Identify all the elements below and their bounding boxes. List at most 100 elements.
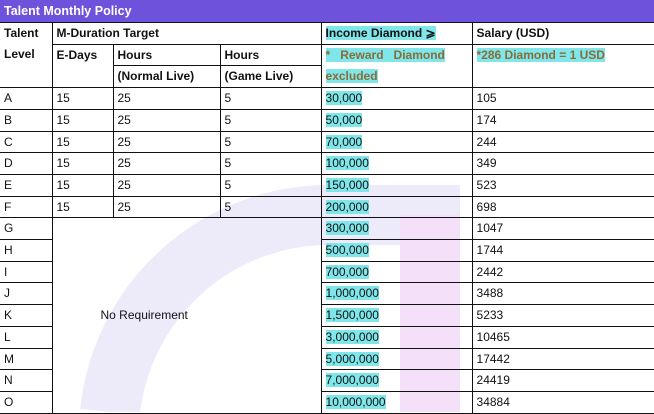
income-value: 150,000 (325, 177, 369, 192)
header-income-note-2: excluded (320, 65, 473, 89)
cell-salary: 10465 (471, 325, 654, 349)
table-row: A 15 25 5 30,000 105 (0, 87, 654, 110)
cell-level: H (0, 239, 53, 262)
cell-level: B (0, 108, 53, 132)
income-value: 5,000,000 (325, 351, 379, 366)
cell-hours-normal: 25 (112, 152, 221, 175)
cell-level: K (0, 304, 53, 327)
table-row: G No Requirement 300,000 1047 (0, 217, 654, 414)
header-row-2: Level E-Days Hours Hours * Reward Diamon… (0, 43, 654, 67)
cell-level: N (0, 369, 53, 392)
cell-level: O (0, 390, 53, 414)
cell-level: A (0, 87, 53, 110)
income-value: 500,000 (325, 243, 369, 258)
cell-level: J (0, 282, 53, 306)
table-row: N 7,000,000 24419 (0, 369, 654, 392)
cell-e-days: 15 (51, 195, 114, 219)
table-row: D 15 25 5 100,000 349 (0, 152, 654, 175)
header-hours-game-sub: (Game Live) (219, 65, 322, 89)
cell-income: 100,000 (320, 152, 473, 175)
header-m-duration: M-Duration Target (51, 22, 322, 45)
income-value: 100,000 (325, 156, 369, 171)
header-income: Income Diamond ⩾ (320, 22, 473, 45)
header-income-text: Income Diamond ⩾ (325, 26, 436, 40)
header-row-1: Talent M-Duration Target Income Diamond … (0, 22, 654, 45)
cell-salary: 34884 (471, 390, 654, 414)
cell-income: 1,000,000 (320, 282, 473, 306)
cell-level: M (0, 347, 53, 371)
cell-e-days: 15 (51, 87, 114, 110)
cell-salary: 2442 (471, 260, 654, 284)
cell-income: 3,000,000 (320, 325, 473, 349)
cell-salary: 17442 (471, 347, 654, 371)
cell-income: 700,000 (320, 260, 473, 284)
cell-salary: 174 (471, 108, 654, 132)
cell-hours-normal: 25 (112, 87, 221, 110)
cell-salary: 698 (471, 195, 654, 219)
income-value: 30,000 (325, 91, 363, 106)
cell-hours-game: 5 (219, 152, 322, 175)
cell-e-days: 15 (51, 108, 114, 132)
cell-hours-game: 5 (219, 108, 322, 132)
header-salary-cont (471, 65, 654, 89)
cell-level: D (0, 152, 53, 175)
table-row: M 5,000,000 17442 (0, 347, 654, 371)
talent-policy-table: Talent M-Duration Target Income Diamond … (0, 22, 654, 414)
income-value: 50,000 (325, 112, 363, 127)
cell-salary: 3488 (471, 282, 654, 306)
cell-e-days: 15 (51, 173, 114, 197)
header-income-note: * Reward Diamond (320, 43, 473, 66)
header-level: Level (0, 44, 53, 66)
cell-level: I (0, 260, 53, 284)
table-row: F 15 25 5 200,000 698 (0, 195, 654, 219)
income-note-text-2: excluded (325, 68, 378, 83)
cell-salary: 349 (471, 152, 654, 175)
cell-income: 150,000 (320, 173, 473, 197)
income-value: 300,000 (325, 221, 369, 236)
cell-hours-normal: 25 (112, 173, 221, 197)
cell-hours-game: 5 (219, 87, 322, 110)
income-value: 7,000,000 (325, 373, 379, 388)
cell-income: 5,000,000 (320, 347, 473, 371)
table-row: J 1,000,000 3488 (0, 282, 654, 306)
header-salary-note: *286 Diamond = 1 USD (471, 43, 654, 66)
cell-salary: 105 (471, 87, 654, 110)
header-hours-normal-sub: (Normal Live) (112, 65, 221, 89)
income-value: 700,000 (325, 264, 369, 279)
cell-level: C (0, 130, 53, 154)
cell-hours-game: 5 (219, 173, 322, 197)
income-value: 3,000,000 (325, 329, 379, 344)
cell-level: E (0, 173, 53, 197)
header-talent: Talent (0, 22, 53, 45)
table-row: L 3,000,000 10465 (0, 325, 654, 349)
table-row: E 15 25 5 150,000 523 (0, 173, 654, 197)
cell-hours-normal: 25 (112, 108, 221, 132)
cell-salary: 24419 (471, 369, 654, 392)
income-value: 70,000 (325, 134, 363, 149)
table-row: B 15 25 5 50,000 174 (0, 108, 654, 132)
cell-income: 7,000,000 (320, 369, 473, 392)
salary-note-text: *286 Diamond = 1 USD (476, 47, 605, 62)
cell-e-days: 15 (51, 152, 114, 175)
no-requirement-cell: No Requirement (51, 217, 322, 414)
header-row-3: (Normal Live) (Game Live) excluded (0, 65, 654, 89)
table-row: H 500,000 1744 (0, 239, 654, 262)
header-e-days-cont (51, 65, 114, 89)
cell-level: G (0, 217, 53, 241)
cell-hours-normal: 25 (112, 130, 221, 154)
cell-income: 300,000 (320, 217, 473, 241)
cell-hours-normal: 25 (112, 195, 221, 219)
cell-income: 500,000 (320, 239, 473, 262)
cell-salary: 1047 (471, 217, 654, 241)
table-row: C 15 25 5 70,000 244 (0, 130, 654, 154)
cell-salary: 523 (471, 173, 654, 197)
cell-salary: 5233 (471, 304, 654, 327)
income-value: 200,000 (325, 199, 369, 214)
cell-income: 70,000 (320, 130, 473, 154)
income-value: 1,500,000 (325, 308, 379, 323)
header-salary: Salary (USD) (471, 22, 654, 45)
table-row: I 700,000 2442 (0, 260, 654, 284)
cell-hours-game: 5 (219, 195, 322, 219)
cell-income: 10,000,000 (320, 390, 473, 414)
cell-salary: 1744 (471, 239, 654, 262)
